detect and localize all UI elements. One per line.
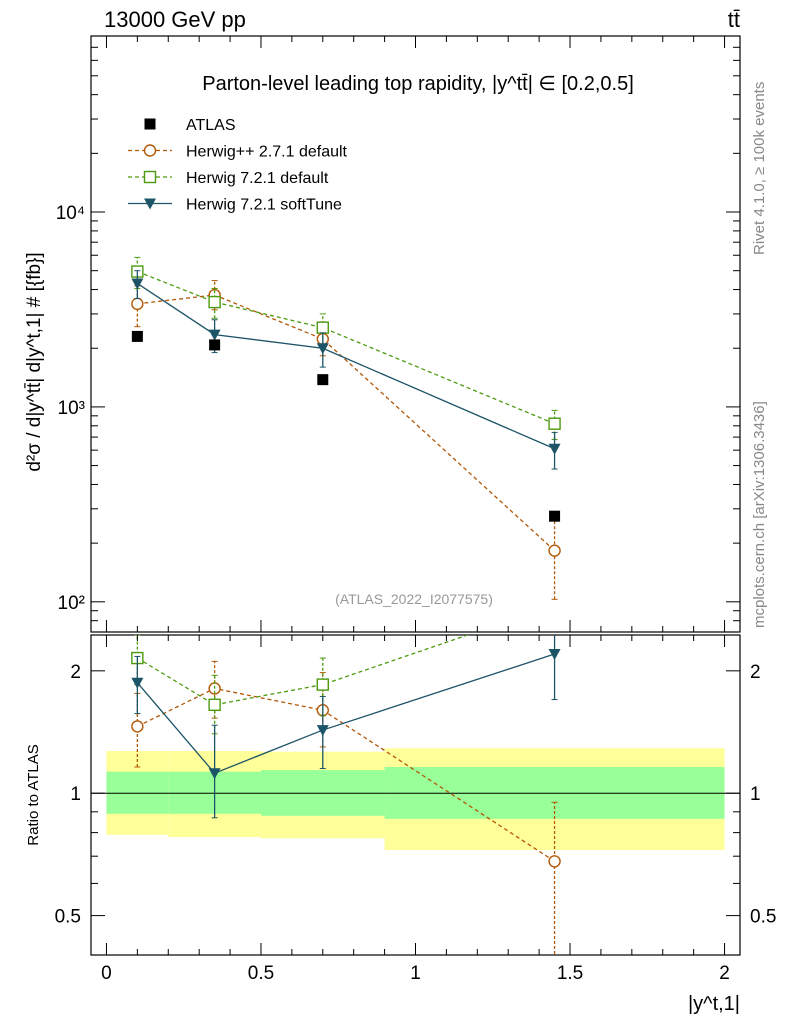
main-point-atlas [209,339,221,351]
main-point-softtune [548,443,561,455]
ratio-point-herwig721 [549,600,560,611]
ratio-series-softtune [131,635,561,819]
x-tick-label: 1.5 [557,963,583,984]
legend-marker-atlas [144,118,156,130]
x-axis-label: |y^t,1| [688,993,740,1015]
legend-label-herwigpp: Herwig++ 2.7.1 default [186,144,348,161]
main-y-tick-label: 10⁴ [56,203,85,224]
main-point-softtune [316,343,329,355]
ratio-y-tick-label-right: 0.5 [750,907,776,928]
legend-label-softtune: Herwig 7.2.1 softTune [186,197,342,214]
ratio-y-tick-label-right: 1 [750,784,761,805]
legend-label-herwig721: Herwig 7.2.1 default [186,170,329,187]
ratio-panel [90,594,741,956]
x-tick-label: 0 [101,963,112,984]
legend-label-atlas: ATLAS [186,117,236,134]
ratio-point-herwigpp [548,855,561,868]
legend-entry-herwig721: Herwig 7.2.1 default [128,170,329,187]
analysis-id-label: (ATLAS_2022_I2077575) [335,591,493,607]
main-y-tick-label: 10³ [58,398,85,419]
main-point-herwig721 [548,417,561,430]
main-line-herwig721 [137,270,555,425]
main-series-herwig721 [131,256,561,441]
ratio-y-tick-label: 2 [70,662,81,683]
ratio-line-herwigpp [137,687,555,862]
main-point-atlas [317,374,329,386]
ratio-point-herwig721 [208,698,221,711]
legend-entry-atlas: ATLAS [144,117,236,134]
legend-marker-herwig721 [143,170,157,184]
ratio-point-herwig721 [580,594,591,605]
ratio-point-herwig721 [316,678,329,691]
ratio-y-tick-label: 1 [70,784,81,805]
x-tick-label: 2 [719,963,730,984]
main-point-herwigpp [548,544,561,557]
main-point-atlas [131,330,143,342]
main-point-herwig721 [208,295,221,309]
ratio-series-herwig721 [131,594,591,735]
header-collision-label: 13000 GeV pp [104,7,246,32]
main-point-herwig721 [316,321,329,334]
legend-marker-herwigpp [143,144,157,157]
mcplots-reference-label: mcplots.cern.ch [arXiv:1306.3436] [751,401,768,628]
ratio-y-tick-label: 0.5 [55,907,81,928]
main-point-herwigpp [131,297,144,311]
main-series-herwigpp [131,280,561,600]
legend-entry-softtune: Herwig 7.2.1 softTune [128,197,342,214]
ratio-point-softtune [208,768,221,780]
ratio-point-softtune [316,725,329,737]
main-line-herwigpp [137,294,556,552]
main-point-softtune [208,329,221,341]
ratio-band-inner [106,771,169,814]
chart-title: Parton-level leading top rapidity, |y^tt… [202,73,634,95]
ratio-y-tick-label-right: 2 [750,662,761,683]
x-tick-label: 1 [410,963,421,984]
ratio-point-softtune [131,677,144,689]
rivet-version-label: Rivet 4.1.0, ≥ 100k events [751,82,768,255]
main-point-atlas [549,510,561,522]
ratio-y-axis-label: Ratio to ATLAS [25,744,42,845]
main-y-tick-label: 10² [58,593,85,614]
legend-entry-herwigpp: Herwig++ 2.7.1 default [128,144,348,161]
ratio-line-softtune [136,653,555,774]
main-line-softtune [136,282,555,450]
main-series-softtune [131,270,561,470]
main-y-axis-label: d²σ / d|y^tt̄| d|y^t,1| # [{fb}] [24,252,45,471]
x-tick-label: 0.5 [248,963,274,984]
main-point-softtune [131,278,144,290]
ratio-point-herwigpp [131,720,144,733]
ratio-line-herwig721 [137,635,470,706]
legend-marker-softtune [144,198,156,210]
header-process-label: tt̄ [728,7,740,32]
main-series-atlas [131,330,561,522]
ratio-point-softtune [548,649,561,661]
